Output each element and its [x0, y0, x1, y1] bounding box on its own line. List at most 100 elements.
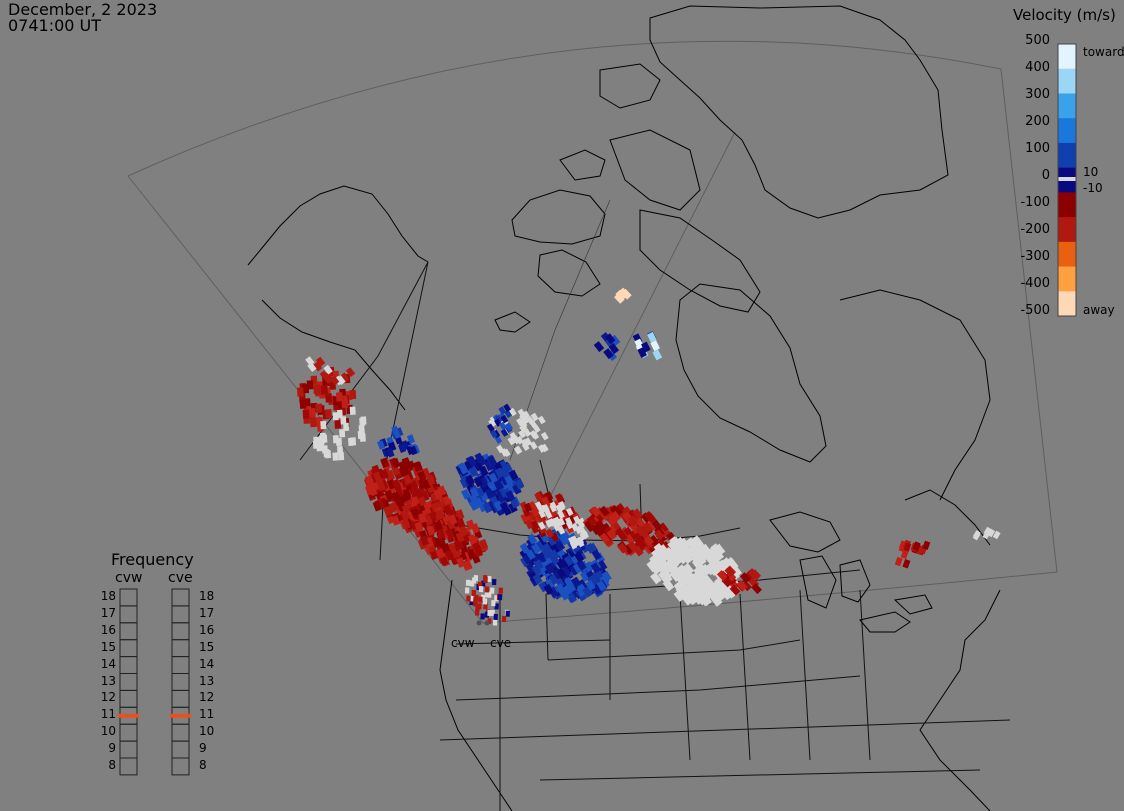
- echo-cell: [983, 526, 992, 536]
- echo-cell: [922, 540, 931, 551]
- echo-cell: [496, 444, 505, 454]
- echo-cell: [501, 615, 507, 623]
- echo-cell: [325, 393, 333, 403]
- echo-cell: [500, 428, 509, 437]
- echo-cell: [499, 501, 510, 513]
- echo-cell: [467, 456, 477, 467]
- echo-cell: [502, 448, 511, 458]
- echo-cell: [614, 527, 626, 539]
- echo-cell: [466, 548, 476, 560]
- echo-cell: [538, 509, 546, 519]
- echo-cell: [484, 586, 490, 593]
- echo-cell: [650, 340, 661, 352]
- echo-cell: [453, 540, 463, 552]
- echo-cell: [466, 595, 471, 602]
- echo-cell: [478, 586, 484, 593]
- echo-cell: [517, 408, 526, 418]
- echo-cell: [302, 409, 310, 419]
- echo-cell: [681, 567, 694, 580]
- echo-cell: [599, 505, 610, 517]
- echo-cell: [579, 570, 590, 582]
- echo-cell: [545, 528, 554, 539]
- echo-cell: [620, 288, 632, 300]
- echo-cell: [606, 529, 617, 541]
- echo-cell: [544, 510, 553, 519]
- echo-cell: [350, 437, 357, 446]
- colorbar-segment: [1058, 44, 1076, 70]
- echo-cell: [313, 436, 320, 445]
- frequency-cell: [119, 673, 138, 691]
- echo-cell: [588, 574, 600, 585]
- echo-cell: [410, 508, 420, 519]
- echo-cell: [494, 467, 505, 479]
- echo-cell: [525, 519, 534, 530]
- echo-cell: [712, 548, 725, 562]
- echo-cell: [584, 519, 596, 531]
- echo-cell: [614, 292, 625, 304]
- frequency-mhz-label: 10: [199, 724, 215, 739]
- frequency-indicators: [118, 588, 191, 776]
- frequency-cell: [119, 723, 138, 742]
- echo-cell: [406, 434, 416, 444]
- echo-cell: [541, 496, 550, 506]
- echo-cell: [380, 468, 390, 480]
- echo-cell: [349, 389, 357, 400]
- echo-cell: [591, 549, 602, 561]
- frequency-cell: [171, 588, 190, 607]
- echo-cell: [549, 518, 558, 527]
- echo-cell: [538, 521, 546, 530]
- echo-cell: [529, 430, 538, 439]
- echo-cell: [519, 424, 528, 434]
- echo-cell: [424, 515, 434, 526]
- echo-cell: [386, 448, 395, 458]
- echo-cell: [527, 510, 537, 521]
- echo-cell: [323, 364, 333, 375]
- echo-cell: [391, 457, 401, 469]
- colorbar-segment: [1058, 241, 1076, 268]
- echo-cell: [391, 465, 401, 476]
- echo-cell: [462, 560, 472, 571]
- echo-cell: [493, 613, 499, 620]
- echo-cell: [494, 603, 499, 610]
- echo-cell: [474, 594, 479, 601]
- echo-cell: [433, 488, 443, 500]
- time-label: 0741:00 UT: [8, 16, 102, 35]
- echo-cell: [335, 392, 343, 402]
- echo-cell: [519, 542, 530, 554]
- echo-cell: [500, 414, 509, 424]
- echo-cell: [482, 598, 488, 605]
- echo-cell: [635, 517, 646, 529]
- echo-cell: [514, 478, 525, 490]
- echo-cell: [518, 429, 527, 439]
- echo-cell: [484, 487, 495, 499]
- echo-cell: [512, 483, 522, 495]
- echo-cell: [480, 613, 485, 620]
- echo-cell: [637, 347, 648, 358]
- echo-cell: [565, 517, 573, 526]
- frequency-mhz-label: 8: [108, 758, 116, 772]
- echo-cell: [509, 431, 518, 441]
- frequency-cell: [119, 689, 138, 708]
- echo-cell: [503, 403, 512, 413]
- echo-cell: [464, 587, 470, 594]
- echo-cell: [608, 343, 620, 355]
- echo-cell: [590, 506, 601, 518]
- echo-cell: [478, 477, 489, 489]
- echo-cell: [544, 563, 555, 575]
- echo-cell: [329, 375, 340, 386]
- colorbar-low-positive-label: 10: [1083, 165, 1099, 179]
- echo-cell: [392, 429, 401, 439]
- echo-cell: [545, 519, 553, 528]
- echo-cell: [435, 509, 445, 520]
- echo-cell: [412, 461, 422, 472]
- echo-cell: [536, 551, 548, 563]
- echo-cell: [549, 543, 560, 555]
- echo-cell: [532, 424, 541, 434]
- echo-cell: [487, 480, 497, 492]
- echo-cell: [469, 487, 480, 499]
- echo-cell: [635, 525, 646, 537]
- frequency-cell: [171, 723, 190, 742]
- echo-cell: [533, 559, 544, 571]
- echo-cell: [482, 575, 488, 582]
- echo-cell: [418, 512, 428, 524]
